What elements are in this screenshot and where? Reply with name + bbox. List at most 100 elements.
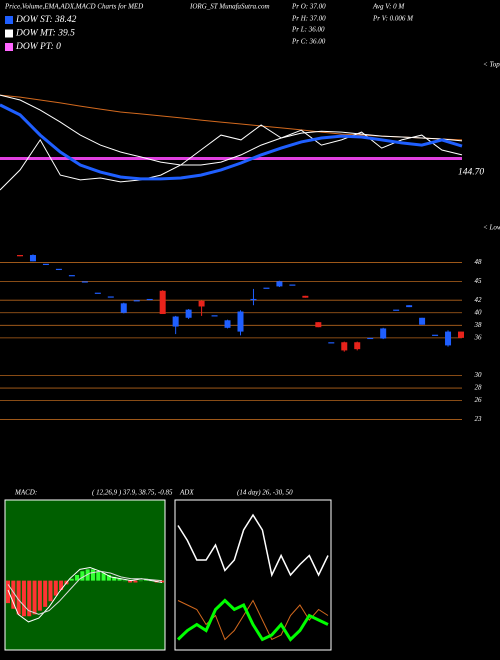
histogram-bar [80, 571, 85, 581]
legend-label: DOW PT: 0 [15, 42, 61, 52]
y-tick-label: 48 [475, 258, 483, 266]
annotation: Pr O: 37.00 [291, 3, 326, 11]
candle-body [146, 298, 153, 301]
candle-body [42, 263, 49, 266]
candle-body [367, 337, 374, 340]
histogram-bar [16, 580, 21, 615]
histogram-bar [128, 580, 133, 583]
panel [4, 499, 166, 651]
y-tick-label: 45 [475, 277, 483, 285]
adx-title: ADX [179, 489, 194, 497]
candle-body [55, 268, 62, 271]
histogram-bar [160, 580, 164, 583]
y-tick-label: 30 [474, 371, 483, 379]
level-label: 144.70 [458, 168, 484, 178]
candle-body [120, 303, 127, 313]
candle-body [107, 296, 114, 298]
y-tick-label: 26 [475, 396, 483, 404]
annotation: Pr H: 37.00 [291, 15, 326, 23]
candle-body [185, 309, 192, 318]
candle-body [237, 311, 244, 332]
histogram-bar [11, 580, 16, 609]
histogram-bar [27, 580, 32, 617]
annotation: Pr V: 0.006 M [372, 15, 414, 23]
histogram-bar [122, 580, 127, 582]
candle-body [419, 317, 426, 325]
legend-swatch [5, 29, 13, 38]
candle-body [315, 322, 322, 328]
macd-subtitle: ( 12,26,9 ) 37.9, 38.75, -0.85 [92, 489, 173, 497]
chart-subtitle: IORG_ST MunafaSutra.com [189, 3, 270, 11]
candle-body [224, 320, 231, 328]
chart-title: Price,Volume,EMA,ADX,MACD Charts for MED [4, 3, 143, 11]
candle-body [172, 316, 179, 327]
line-series [0, 103, 463, 181]
panel [174, 499, 332, 651]
line-series [7, 566, 163, 623]
candle-body [133, 300, 140, 302]
histogram-bar [106, 575, 111, 581]
histogram-bar [96, 571, 101, 581]
histogram-bar [101, 573, 106, 581]
candle-body [198, 300, 205, 307]
candle-body [17, 255, 23, 257]
candle-body [276, 281, 283, 287]
histogram-bar [112, 576, 117, 581]
legend-swatch [5, 16, 13, 24]
histogram-bar [37, 580, 42, 611]
candle-body [263, 287, 270, 289]
candle-body [458, 331, 464, 338]
histogram-bar [6, 580, 10, 604]
y-tick-label: 38 [474, 321, 483, 329]
candle-body [250, 298, 257, 301]
candle-body [159, 290, 166, 315]
histogram-bar [117, 578, 122, 581]
line-series [0, 124, 463, 191]
candle-body [380, 328, 387, 339]
legend-label: DOW ST: 38.42 [15, 15, 77, 25]
tops-label: < Tops [483, 61, 500, 69]
histogram-bar [48, 580, 53, 602]
line-series [177, 513, 329, 578]
candle-body [445, 331, 452, 346]
macd-title: MACD: [14, 489, 37, 497]
histogram-bar [75, 575, 80, 581]
histogram-bar [69, 578, 74, 581]
candle-body [81, 281, 88, 283]
candle-body [94, 292, 101, 294]
y-tick-label: 36 [474, 333, 483, 341]
histogram-bar [138, 580, 143, 582]
histogram-bar [53, 580, 58, 596]
legend-label: DOW MT: 39.5 [15, 29, 75, 39]
histogram-bar [90, 569, 95, 581]
candle-body [341, 342, 348, 351]
candle-body [432, 334, 439, 336]
candle-body [211, 315, 218, 317]
line-series [177, 599, 329, 641]
adx-subtitle: (14 day) 26, -30, 50 [237, 489, 293, 497]
line-series [7, 570, 163, 615]
candle-body [393, 309, 400, 311]
annotation: Pr L: 36.00 [291, 26, 325, 34]
candle-body [68, 275, 75, 277]
candle-body [328, 342, 335, 344]
y-tick-label: 40 [475, 308, 483, 316]
y-tick-label: 23 [475, 415, 483, 423]
legend-swatch [5, 43, 13, 51]
line-series [0, 94, 463, 166]
histogram-bar [21, 580, 26, 617]
histogram-bar [32, 580, 37, 615]
candle-body [354, 342, 361, 350]
annotation: Pr C: 36.00 [291, 38, 326, 46]
candle-body [406, 305, 413, 308]
annotation: Avg V: 0 M [372, 3, 405, 11]
candle-body [289, 284, 296, 286]
y-tick-label: 42 [475, 296, 483, 304]
candle-body [302, 295, 309, 298]
line-series [176, 598, 329, 642]
candle-body [29, 255, 36, 262]
histogram-bar [133, 580, 138, 583]
lows-label: < Lows [483, 224, 500, 232]
